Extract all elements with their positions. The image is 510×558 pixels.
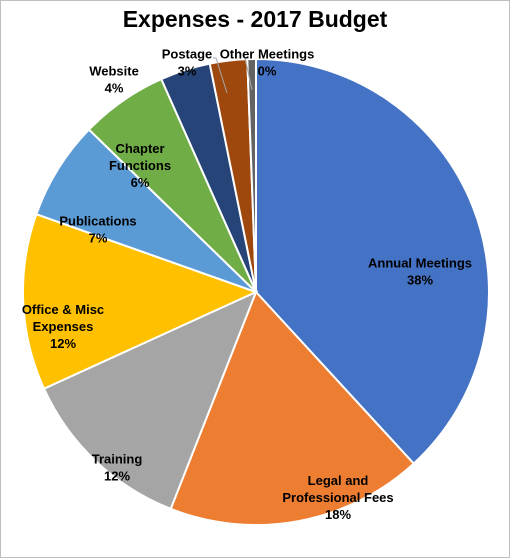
slice-label-postage: Postage 3% bbox=[162, 47, 213, 79]
slice-label-website: Website 4% bbox=[89, 64, 139, 96]
pie-slices bbox=[22, 57, 490, 527]
slice-label-line: Other Meetings bbox=[220, 47, 315, 62]
slice-label-line: Postage bbox=[162, 47, 213, 62]
slice-label-annual-meetings: Annual Meetings 38% bbox=[368, 256, 472, 288]
slice-percent: 6% bbox=[131, 175, 150, 190]
pie-slice-training bbox=[42, 290, 258, 511]
slice-label-line: Website bbox=[89, 64, 139, 79]
pie-slice-legal-and-professional-fees bbox=[169, 290, 416, 527]
slice-label-chapter-functions: Chapter Functions 6% bbox=[109, 141, 171, 190]
slice-label-line: Office & Misc bbox=[22, 302, 104, 317]
slice-label-line: Publications bbox=[59, 214, 136, 229]
slice-label-office-misc-expenses: Office & Misc Expenses 12% bbox=[22, 302, 104, 351]
slice-percent: 7% bbox=[89, 231, 108, 246]
slice-label-line: Chapter bbox=[115, 141, 164, 156]
slice-label-publications: Publications 7% bbox=[59, 214, 136, 246]
pie-slice-annual-meetings bbox=[255, 57, 490, 465]
slice-labels: Annual Meetings 38% Legal and Professional … bbox=[22, 47, 472, 523]
slice-label-line: Training bbox=[92, 452, 143, 467]
chart-title: Expenses - 2017 Budget bbox=[122, 6, 388, 32]
slice-percent: 38% bbox=[407, 273, 433, 288]
slice-label-line: Expenses bbox=[33, 319, 94, 334]
leader-line-other-meetings bbox=[244, 57, 253, 91]
leader-lines bbox=[213, 57, 253, 94]
slice-percent: 0% bbox=[258, 64, 277, 79]
leader-line-postage bbox=[213, 57, 228, 94]
slice-label-other-meetings: Other Meetings 0% bbox=[220, 47, 315, 79]
slice-percent: 3% bbox=[178, 64, 197, 79]
slice-label-line: Legal and bbox=[308, 473, 369, 488]
slice-label-legal-and-professional-fees: Legal and Professional Fees 18% bbox=[282, 473, 393, 522]
slice-label-line: Functions bbox=[109, 158, 171, 173]
slice-label-line: Annual Meetings bbox=[368, 256, 472, 271]
pie-slice-office-misc-expenses bbox=[22, 212, 259, 390]
slice-percent: 12% bbox=[104, 469, 130, 484]
pie-slice-other-meetings bbox=[246, 57, 257, 293]
slice-percent: 12% bbox=[50, 336, 76, 351]
slice-label-training: Training 12% bbox=[92, 452, 143, 484]
slice-percent: 18% bbox=[325, 507, 351, 522]
slice-label-line: Professional Fees bbox=[282, 490, 393, 505]
slice-percent: 4% bbox=[105, 81, 124, 96]
